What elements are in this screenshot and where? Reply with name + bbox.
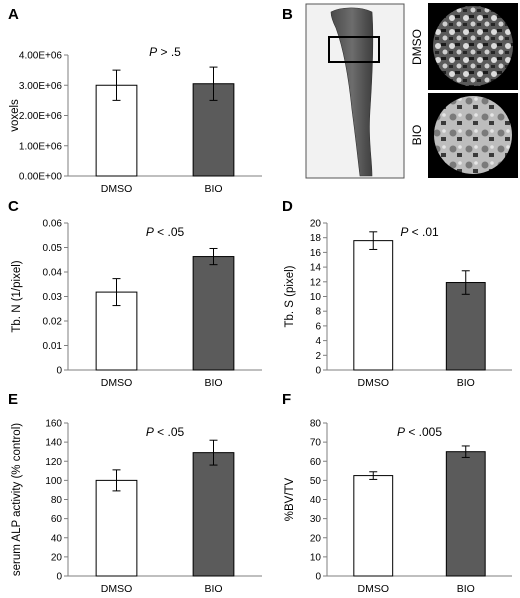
- dmso-trabecular-cross-section: [433, 6, 513, 86]
- panel-c-y-axis-label: Tb. N (1/pixel): [11, 260, 23, 332]
- panel-c-category-label: DMSO: [101, 377, 133, 389]
- panel-e-y-tick-label: 120: [45, 457, 62, 468]
- panel-e-y-tick-label: 20: [51, 552, 63, 563]
- panel-c-y-tick-label: 0.02: [43, 317, 63, 328]
- bio-image-label: BIO: [410, 125, 424, 146]
- panel-d-category-label: DMSO: [358, 377, 390, 389]
- panel-e-bar-dmso: [95, 479, 138, 577]
- panel-e-category-label: BIO: [204, 583, 222, 595]
- panel-d-y-tick-label: 0: [315, 366, 321, 377]
- panel-d-y-tick-label: 12: [310, 277, 322, 288]
- panel-d-y-axis-label: Tb. S (pixel): [284, 265, 296, 327]
- panel-d-bar-dmso: [353, 240, 394, 371]
- panel-c-y-tick-label: 0: [56, 366, 62, 377]
- panel-e-chart: E 0 20 40 60 80 100 120 140 160 serum ALP activity…: [8, 391, 262, 595]
- panel-c-letter: C: [8, 198, 19, 215]
- panel-c-y-tick-label: 0.03: [43, 292, 63, 303]
- panel-f-p-value: P < .005: [397, 425, 442, 439]
- panel-d-y-tick-label: 10: [310, 292, 322, 303]
- panel-f-bar-bio: [445, 451, 486, 577]
- tibia-xray-image: [330, 7, 374, 177]
- panel-d-chart: D 0 2 4 6 8 10 12 14 16 18 20 Tb. S (pixel) DMSO BIO P …: [282, 198, 512, 389]
- panel-d-y-tick-label: 2: [315, 351, 321, 362]
- panel-c-y-tick-label: 0.06: [43, 219, 63, 230]
- panel-f-y-axis-label: %BV/TV: [284, 477, 296, 521]
- panel-d-letter: D: [282, 198, 293, 215]
- panel-a-chart: A 0.00E+00 1.00E+06 2.00E+06 3.00E+06 4.00E+0…: [8, 6, 262, 195]
- panel-a-y-tick-label: 4.00E+06: [19, 51, 63, 62]
- panel-f-y-tick-label: 20: [310, 533, 322, 544]
- region-of-interest-box: [328, 36, 380, 63]
- panel-c-category-label: BIO: [204, 377, 222, 389]
- panel-a-letter: A: [8, 6, 19, 23]
- panel-e-y-tick-label: 40: [51, 533, 63, 544]
- panel-e-letter: E: [8, 391, 18, 408]
- panel-f-y-tick-label: 30: [310, 514, 322, 525]
- panel-f-y-tick-label: 40: [310, 495, 322, 506]
- panel-a-category-label: DMSO: [101, 183, 133, 195]
- panel-c-y-tick-label: 0.04: [43, 268, 63, 279]
- panel-e-y-tick-label: 140: [45, 438, 62, 449]
- panel-e-y-tick-label: 160: [45, 419, 62, 430]
- panel-f-category-label: BIO: [457, 583, 475, 595]
- panel-e-y-tick-label: 60: [51, 514, 63, 525]
- panel-a-category-label: BIO: [204, 183, 222, 195]
- panel-e-y-axis-label: serum ALP activity (% control): [11, 423, 23, 576]
- panel-d-y-tick-label: 16: [310, 248, 322, 259]
- panel-c-y-tick-label: 0.05: [43, 243, 63, 254]
- panel-d-y-tick-label: 14: [310, 263, 322, 274]
- panel-f-y-tick-label: 80: [310, 419, 322, 430]
- panel-a-p-value: P > .5: [149, 45, 181, 59]
- panel-e-p-value: P < .05: [146, 425, 185, 439]
- panel-d-bar-bio: [445, 282, 486, 371]
- panel-f-y-tick-label: 50: [310, 476, 322, 487]
- panel-a-y-axis-label: voxels: [9, 99, 21, 132]
- panel-c-p-value: P < .05: [146, 225, 185, 239]
- panel-a-y-tick-label: 2.00E+06: [19, 111, 63, 122]
- panel-d-y-tick-label: 6: [315, 321, 321, 332]
- panel-c-chart: C 0 0.01 0.02 0.03 0.04 0.05 0.06 Tb. N (1/pixel…: [8, 198, 262, 389]
- panel-d-y-tick-label: 18: [310, 233, 322, 244]
- panel-d-y-tick-label: 4: [315, 336, 321, 347]
- panel-f-category-label: DMSO: [358, 583, 390, 595]
- panel-c-y-tick-label: 0.01: [43, 341, 63, 352]
- bar-charts: A 0.00E+00 1.00E+06 2.00E+06 3.00E+06 4.00E+0…: [8, 6, 512, 595]
- panel-d-category-label: BIO: [457, 377, 475, 389]
- panel-d-y-tick-label: 20: [310, 219, 322, 230]
- panel-f-bar-dmso: [353, 475, 394, 577]
- panel-e-category-label: DMSO: [101, 583, 133, 595]
- panel-a-y-tick-label: 1.00E+06: [19, 141, 63, 152]
- panel-e-bar-bio: [192, 452, 235, 577]
- bio-trabecular-cross-section: [434, 96, 512, 174]
- panel-f-letter: F: [282, 391, 291, 408]
- panel-d-y-tick-label: 8: [315, 307, 321, 318]
- panel-b-micro-ct-images: B DMSO BIO: [282, 3, 518, 179]
- panel-a-y-tick-label: 3.00E+06: [19, 81, 63, 92]
- panel-e-y-tick-label: 100: [45, 476, 62, 487]
- panel-d-p-value: P < .01: [400, 225, 439, 239]
- dmso-image-label: DMSO: [410, 29, 424, 65]
- panel-c-bar-bio: [192, 256, 235, 371]
- panel-f-chart: F 0 10 20 30 40 50 60 70 80 %BV/TV DMSO BIO P < .005: [282, 391, 512, 595]
- panel-f-y-tick-label: 10: [310, 552, 322, 563]
- panel-e-y-tick-label: 0: [56, 572, 62, 583]
- panel-f-y-tick-label: 0: [315, 572, 321, 583]
- panel-f-y-tick-label: 60: [310, 457, 322, 468]
- panel-f-y-tick-label: 70: [310, 438, 322, 449]
- panel-a-y-tick-label: 0.00E+00: [19, 172, 63, 183]
- panel-e-y-tick-label: 80: [51, 495, 63, 506]
- panel-b-letter: B: [282, 6, 293, 23]
